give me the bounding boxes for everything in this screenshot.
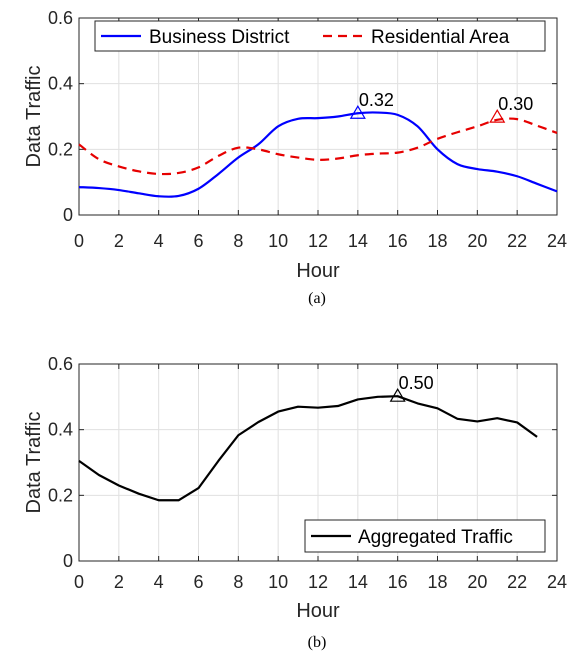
series-line-business-district — [78, 111, 558, 198]
x-tick-label: 12 — [308, 231, 328, 251]
x-tick-label: 8 — [233, 231, 243, 251]
x-tick-label: 16 — [388, 572, 408, 592]
y-tick-label: 0.2 — [48, 485, 73, 505]
x-tick-label: 8 — [233, 572, 243, 592]
x-tick-label: 0 — [74, 572, 84, 592]
legend-box — [94, 20, 546, 52]
x-tick-label: 12 — [308, 572, 328, 592]
x-tick-label: 16 — [388, 231, 408, 251]
chart-panel-b: 0 2 4 6 8 10 12 14 16 18 20 22 2400.20.40.6HourData … — [23, 354, 567, 651]
legend: Aggregated Traffic — [304, 519, 546, 553]
y-tick-label: 0 — [63, 551, 73, 571]
x-tick-label: 24 — [547, 231, 567, 251]
x-tick-label: 24 — [547, 572, 567, 592]
x-tick-label: 0 — [74, 231, 84, 251]
x-tick-label: 14 — [348, 231, 368, 251]
x-tick-label: 2 — [114, 572, 124, 592]
x-tick-label: 18 — [427, 572, 447, 592]
annotation-label: 0.50 — [399, 373, 434, 393]
y-axis-label: Data Traffic — [23, 66, 45, 168]
legend-label: Residential Area — [371, 27, 510, 48]
figure-caption: (a) — [308, 290, 326, 307]
x-tick-label: 4 — [154, 572, 164, 592]
x-tick-label: 18 — [427, 231, 447, 251]
x-axis-label: Hour — [296, 600, 340, 622]
x-tick-label: 4 — [154, 231, 164, 251]
annotation-marker — [349, 105, 366, 119]
y-tick-label: 0.2 — [48, 139, 73, 159]
annotation-marker — [389, 387, 406, 402]
x-axis-label: Hour — [296, 260, 340, 282]
figure-caption: (b) — [308, 634, 327, 651]
x-tick-label: 22 — [507, 231, 527, 251]
annotation-label: 0.32 — [359, 90, 394, 110]
legend-label: Aggregated Traffic — [358, 527, 513, 548]
y-tick-label: 0.4 — [48, 74, 73, 94]
series-line-aggregated-traffic — [78, 395, 538, 502]
y-tick-label: 0.6 — [48, 354, 73, 374]
annotation-label: 0.30 — [498, 94, 533, 114]
x-tick-label: 20 — [467, 572, 487, 592]
y-tick-label: 0.6 — [48, 8, 73, 28]
annotation-marker — [489, 108, 506, 123]
y-axis-label: Data Traffic — [23, 412, 45, 514]
legend-label: Business District — [149, 27, 290, 48]
x-tick-label: 10 — [268, 231, 288, 251]
x-tick-label: 6 — [193, 572, 203, 592]
y-tick-label: 0 — [63, 205, 73, 225]
x-tick-label: 22 — [507, 572, 527, 592]
y-tick-label: 0.4 — [48, 420, 73, 440]
x-tick-label: 14 — [348, 572, 368, 592]
x-tick-label: 10 — [268, 572, 288, 592]
legend: Business District Residential Area — [94, 20, 546, 52]
x-tick-label: 20 — [467, 231, 487, 251]
x-tick-label: 6 — [193, 231, 203, 251]
chart-panel-a: 0 2 4 6 8 10 12 14 16 18 20 22 2400.20.40.6HourData … — [23, 8, 567, 307]
x-tick-label: 2 — [114, 231, 124, 251]
